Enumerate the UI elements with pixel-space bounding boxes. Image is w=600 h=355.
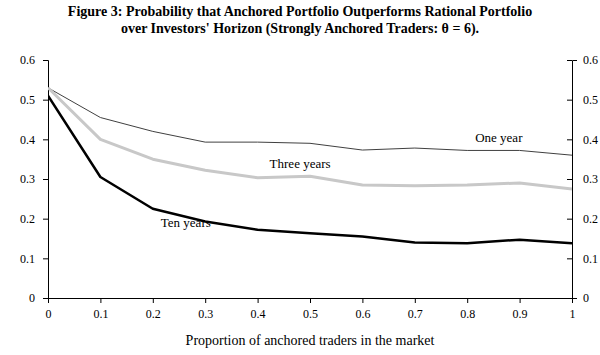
tick-label: 0 bbox=[46, 307, 52, 321]
tick-mark bbox=[520, 298, 521, 303]
tick-mark bbox=[567, 258, 572, 259]
tick: 0.5 bbox=[20, 93, 48, 107]
x-axis-title: Proportion of anchored traders in the ma… bbox=[186, 333, 435, 348]
tick-mark bbox=[43, 219, 48, 220]
tick: 0.1 bbox=[93, 298, 108, 321]
tick-mark bbox=[205, 298, 206, 303]
title: Figure 3: Probability that Anchored Port… bbox=[68, 4, 532, 19]
tick-mark bbox=[567, 60, 572, 61]
tick: 0.3 bbox=[198, 298, 213, 321]
tick-mark bbox=[362, 298, 363, 303]
title: over Investors' Horizon (Strongly Anchor… bbox=[121, 21, 479, 37]
title-group: Figure 3: Probability that Anchored Port… bbox=[68, 4, 532, 37]
tick-mark bbox=[467, 298, 468, 303]
tick-label: 0.6 bbox=[355, 307, 370, 321]
tick-label: 0.2 bbox=[583, 212, 598, 226]
tick: 0 bbox=[46, 298, 52, 321]
y2-axis: 0 0.1 0.2 0.3 0.4 0.5 0.6 bbox=[567, 53, 598, 305]
tick-label: 0.1 bbox=[93, 307, 108, 321]
series-label: Ten years bbox=[161, 215, 211, 230]
tick-mark bbox=[100, 298, 101, 303]
axis-line bbox=[49, 299, 573, 304]
tick: 0.2 bbox=[146, 298, 161, 321]
tick-mark bbox=[567, 179, 572, 180]
tick: 0.4 bbox=[251, 298, 266, 321]
series-label: One year bbox=[475, 130, 523, 145]
tick-label: 0.1 bbox=[20, 252, 35, 266]
tick-mark bbox=[43, 60, 48, 61]
tick: 0.2 bbox=[20, 212, 48, 226]
tick: 0.7 bbox=[408, 298, 423, 321]
tick-mark bbox=[310, 298, 311, 303]
chart: Figure 3: Probability that Anchored Port… bbox=[0, 0, 600, 355]
tick: 1 bbox=[570, 298, 576, 321]
tick: 0.1 bbox=[567, 252, 598, 266]
tick-mark bbox=[415, 298, 416, 303]
series-labels: One year Three years Ten years bbox=[161, 130, 523, 229]
tick-label: 0.6 bbox=[20, 53, 35, 67]
tick-mark bbox=[567, 219, 572, 220]
tick: 0.5 bbox=[303, 298, 318, 321]
tick: 0.6 bbox=[567, 53, 598, 67]
tick-mark bbox=[43, 139, 48, 140]
tick: 0 bbox=[567, 291, 589, 305]
tick-label: 0.3 bbox=[198, 307, 213, 321]
tick-mark bbox=[567, 139, 572, 140]
tick-label: 0.2 bbox=[146, 307, 161, 321]
tick-mark bbox=[43, 179, 48, 180]
tick-label: 0.9 bbox=[513, 307, 528, 321]
series-line bbox=[48, 96, 572, 244]
tick-mark bbox=[43, 100, 48, 101]
tick-label: 0.5 bbox=[303, 307, 318, 321]
tick: 0.3 bbox=[20, 172, 48, 186]
tick: 0.8 bbox=[460, 298, 475, 321]
tick: 0.6 bbox=[20, 53, 48, 67]
tick: 0 bbox=[29, 291, 48, 305]
x-axis: 0 0.1 0.2 0.3 0.4 0.5 0.6 0.7 0.8 0.9 1 bbox=[46, 298, 576, 321]
series-line bbox=[48, 88, 572, 155]
y-axis: 0 0.1 0.2 0.3 0.4 0.5 0.6 bbox=[20, 53, 49, 305]
tick-mark bbox=[567, 100, 572, 101]
tick-mark bbox=[567, 298, 572, 299]
tick-label: 0.4 bbox=[251, 307, 266, 321]
tick: 0.5 bbox=[567, 93, 598, 107]
lines bbox=[48, 88, 572, 243]
tick-label: 0.8 bbox=[460, 307, 475, 321]
tick-mark bbox=[153, 298, 154, 303]
tick-label: 0.7 bbox=[408, 307, 423, 321]
axis-line bbox=[43, 61, 49, 299]
tick-label: 0.5 bbox=[583, 93, 598, 107]
tick-label: 0.1 bbox=[583, 252, 598, 266]
tick: 0.1 bbox=[20, 252, 48, 266]
tick-label: 0.4 bbox=[20, 133, 35, 147]
tick: 0.4 bbox=[20, 133, 48, 147]
tick-label: 0.2 bbox=[20, 212, 35, 226]
tick-mark bbox=[258, 298, 259, 303]
tick-label: 1 bbox=[570, 307, 576, 321]
tick-label: 0 bbox=[583, 291, 589, 305]
tick: 0.4 bbox=[567, 133, 598, 147]
tick-label: 0.3 bbox=[583, 172, 598, 186]
tick-label: 0.3 bbox=[20, 172, 35, 186]
tick-label: 0 bbox=[29, 291, 35, 305]
tick-mark bbox=[43, 298, 48, 299]
tick-mark bbox=[43, 258, 48, 259]
tick: 0.9 bbox=[513, 298, 528, 321]
axis-line bbox=[573, 61, 578, 299]
series-line bbox=[48, 88, 572, 189]
tick: 0.6 bbox=[355, 298, 370, 321]
series-label: Three years bbox=[270, 156, 331, 171]
tick-label: 0.6 bbox=[583, 53, 598, 67]
tick-label: 0.5 bbox=[20, 93, 35, 107]
tick: 0.3 bbox=[567, 172, 598, 186]
tick-label: 0.4 bbox=[583, 133, 598, 147]
tick: 0.2 bbox=[567, 212, 598, 226]
